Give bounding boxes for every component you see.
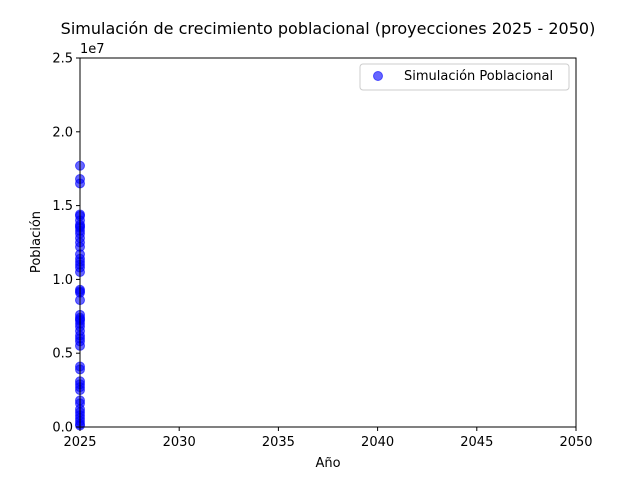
y-axis-label: Población xyxy=(29,211,44,273)
x-tick-label: 2040 xyxy=(361,435,394,450)
y-tick-label: 0.0 xyxy=(52,421,73,436)
legend-marker xyxy=(373,71,383,81)
y-tick-label: 0.5 xyxy=(52,347,73,362)
plot-frame xyxy=(79,57,577,428)
x-tick-label: 2030 xyxy=(163,435,196,450)
y-tick-label: 1.0 xyxy=(52,273,73,288)
x-tick-label: 2050 xyxy=(559,435,592,450)
x-tick-label: 2045 xyxy=(460,435,493,450)
y-axis-offset-label: 1e7 xyxy=(80,42,105,57)
x-axis-label: Año xyxy=(315,456,340,471)
y-tick-label: 2.5 xyxy=(52,52,73,67)
y-tick-label: 2.0 xyxy=(52,125,73,140)
legend-label: Simulación Poblacional xyxy=(404,69,553,84)
y-axis: 0.0 0.5 1.0 1.5 2.0 2.5 xyxy=(52,52,80,436)
x-tick-label: 2025 xyxy=(63,435,96,450)
legend-box xyxy=(359,63,570,91)
x-axis: 2025 2030 2035 2040 2045 2050 xyxy=(63,427,593,450)
legend: Simulación Poblacional xyxy=(359,63,570,91)
x-tick-label: 2035 xyxy=(262,435,295,450)
chart-title: Simulación de crecimiento poblacional (p… xyxy=(61,19,596,38)
y-tick-label: 1.5 xyxy=(52,199,73,214)
